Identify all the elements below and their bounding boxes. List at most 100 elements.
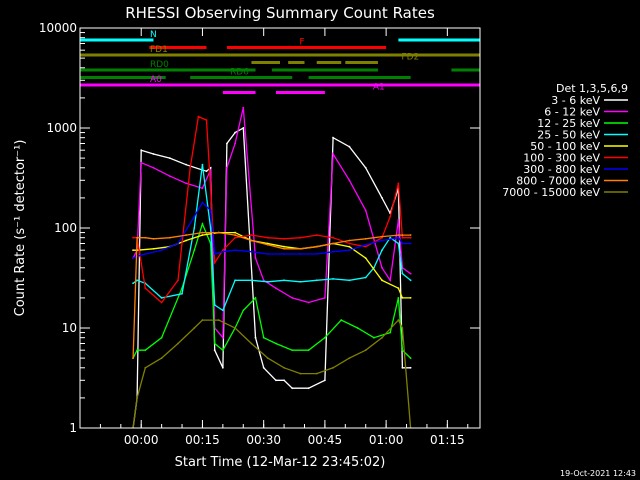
series-point-1-26 (409, 272, 412, 275)
series-point-8-7 (217, 319, 220, 321)
series-point-2-17 (323, 336, 326, 339)
series-point-0-21 (332, 136, 334, 139)
series-point-3-12 (266, 280, 269, 283)
x-tick-label-5: 01:15 (430, 433, 465, 447)
series-point-0-27 (401, 366, 404, 369)
state-bar-label-a0: A0 (150, 75, 162, 85)
series-point-3-23 (401, 272, 404, 275)
series-point-1-6 (201, 187, 204, 190)
series-point-8-5 (193, 327, 196, 329)
legend-label-3: 25 - 50 keV (537, 129, 600, 142)
x-tick-label-0: 00:00 (124, 433, 159, 447)
x-tick-label-4: 01:00 (369, 433, 404, 447)
x-tick-label-2: 00:30 (246, 433, 281, 447)
series-point-5-13 (266, 236, 269, 239)
series-point-6-14 (299, 253, 302, 255)
legend-label-1: 6 - 12 keV (544, 106, 600, 119)
series-point-8-13 (315, 372, 318, 375)
series-point-2-23 (401, 349, 404, 352)
series-point-2-11 (242, 309, 245, 312)
series-point-2-13 (262, 336, 265, 339)
series-point-7-19 (401, 234, 404, 236)
series-point-5-15 (299, 236, 302, 239)
legend-label-6: 300 - 800 keV (523, 163, 600, 176)
series-point-6-0 (132, 257, 134, 260)
series-point-5-24 (409, 236, 412, 239)
series-point-0-24 (381, 196, 383, 199)
series-point-7-6 (201, 231, 204, 234)
series-point-6-6 (201, 201, 204, 204)
legend-title: Det 1,3,5,6,9 (556, 82, 628, 95)
series-point-3-8 (213, 304, 216, 306)
series-point-3-13 (283, 279, 285, 282)
series-point-7-5 (185, 234, 188, 236)
series-point-0-2 (140, 149, 143, 152)
series-point-5-17 (332, 236, 334, 239)
series-point-3-1 (136, 279, 139, 282)
series-point-0-19 (307, 387, 310, 390)
series-point-3-10 (234, 279, 237, 282)
series-point-2-22 (397, 296, 400, 299)
series-point-1-4 (168, 175, 171, 178)
series-point-2-6 (201, 222, 204, 225)
series-point-3-7 (209, 227, 212, 229)
series-point-1-5 (185, 182, 188, 185)
series-point-1-12 (242, 106, 245, 109)
series-point-7-11 (283, 247, 285, 250)
series-point-2-19 (356, 327, 359, 329)
series-point-8-11 (283, 366, 285, 369)
series-point-3-22 (397, 242, 400, 245)
series-point-5-6 (197, 115, 200, 118)
series-point-2-20 (372, 336, 375, 339)
series-point-0-20 (323, 379, 326, 382)
series-point-8-9 (250, 342, 253, 345)
series-point-1-22 (381, 266, 383, 269)
series-point-0-18 (291, 387, 294, 390)
series-point-4-0 (132, 249, 134, 252)
series-point-6-17 (348, 249, 351, 252)
series-point-7-0 (132, 357, 134, 360)
series-point-2-14 (275, 342, 277, 345)
series-point-1-3 (152, 166, 155, 169)
series-point-5-14 (283, 237, 285, 240)
series-point-2-12 (254, 296, 257, 299)
series-point-7-9 (250, 239, 253, 242)
legend-label-2: 12 - 25 keV (537, 117, 600, 130)
series-point-0-7 (205, 170, 208, 173)
series-point-1-9 (221, 336, 224, 339)
series-point-5-0 (132, 236, 134, 239)
legend-label-4: 50 - 100 keV (530, 140, 600, 153)
series-point-5-2 (144, 287, 147, 290)
series-point-8-8 (234, 327, 237, 329)
series-point-5-7 (205, 119, 208, 121)
series-point-3-24 (409, 279, 412, 282)
series-point-8-6 (201, 319, 204, 321)
series-point-6-18 (364, 243, 367, 246)
series-point-0-3 (152, 153, 155, 155)
series-point-8-17 (381, 336, 383, 339)
x-tick-label-3: 00:45 (308, 433, 343, 447)
y-tick-label-3: 1000 (46, 121, 77, 135)
series-point-7-10 (266, 243, 269, 246)
series-point-1-21 (364, 209, 367, 212)
series-point-3-21 (389, 236, 392, 239)
series-point-5-10 (221, 249, 224, 252)
legend-label-5: 100 - 300 keV (523, 152, 600, 165)
series-point-5-9 (213, 261, 216, 264)
series-point-3-16 (332, 277, 334, 280)
state-bar-label-fd2: FD2 (401, 53, 419, 63)
series-point-2-21 (389, 331, 392, 334)
series-point-7-17 (381, 235, 383, 238)
legend-label-7: 800 - 7000 keV (516, 175, 600, 188)
series-traces (132, 106, 412, 428)
series-point-0-13 (242, 127, 245, 129)
series-point-7-2 (144, 236, 147, 239)
series-point-5-16 (315, 234, 318, 236)
series-point-3-4 (181, 292, 183, 295)
series-point-1-19 (332, 153, 334, 155)
series-point-7-4 (168, 236, 171, 239)
state-bar-label-rd0: RD0 (150, 60, 169, 70)
state-bar-label-f: F (299, 38, 304, 48)
series-point-7-7 (217, 231, 220, 234)
